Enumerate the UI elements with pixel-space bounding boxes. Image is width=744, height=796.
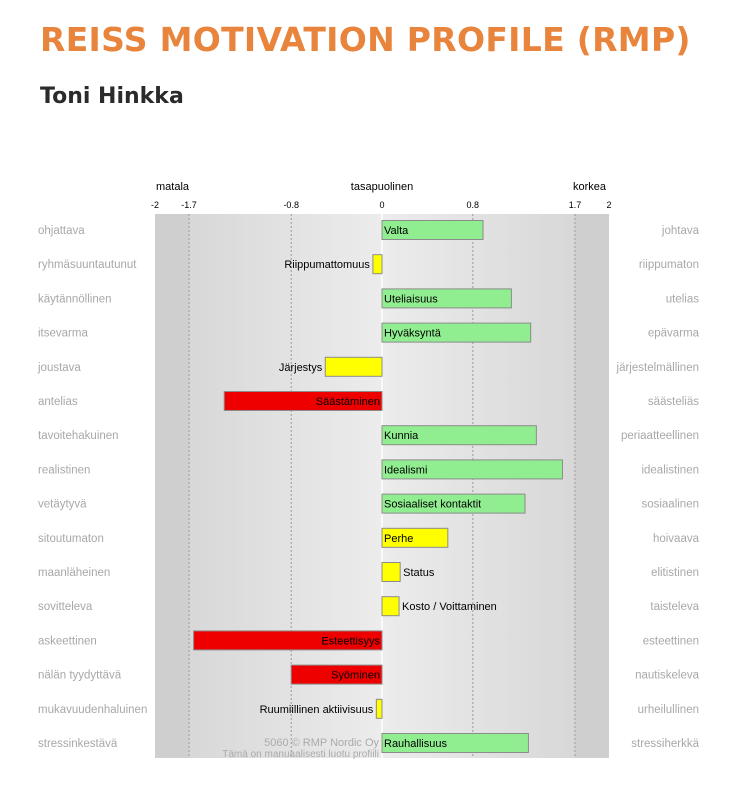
bar xyxy=(290,664,383,685)
low-band xyxy=(155,214,190,758)
top-label-left: matala xyxy=(156,181,190,193)
row-right-label: johtava xyxy=(661,225,700,237)
row-right-label: epävarma xyxy=(648,328,700,340)
bar-label: Kunnia xyxy=(384,430,419,442)
bar-label: Status xyxy=(403,567,435,579)
row-left-label: askeettinen xyxy=(38,635,97,647)
row-left-label: realistinen xyxy=(38,464,90,476)
row-right-label: riippumaton xyxy=(639,259,699,271)
bar-label: Perhe xyxy=(384,533,413,545)
bar xyxy=(223,391,383,411)
bar xyxy=(381,220,484,240)
bar xyxy=(381,425,537,446)
row-right-label: säästeliäs xyxy=(648,396,699,408)
bar xyxy=(381,562,401,582)
row-right-label: hoivaava xyxy=(653,533,700,545)
tick-label: 0.8 xyxy=(467,200,480,210)
bar-label: Sosiaaliset kontaktit xyxy=(384,499,481,511)
bar-label: Ruumiillinen aktiivisuus xyxy=(260,704,374,716)
top-label-right: korkea xyxy=(573,181,607,193)
row-right-label: nautiskeleva xyxy=(635,670,700,682)
tick-label: 0 xyxy=(379,200,384,210)
row-left-label: vetäytyvä xyxy=(38,499,87,511)
bar xyxy=(381,733,529,753)
tick-label: 2 xyxy=(606,200,611,210)
bar xyxy=(381,288,512,309)
watermark-text: 5060 © RMP Nordic Oy xyxy=(264,737,379,749)
bar xyxy=(381,459,563,480)
tick-label: -2 xyxy=(151,200,159,210)
tick-label: -1.7 xyxy=(181,200,197,210)
bar xyxy=(381,493,526,514)
tick-label: -0.8 xyxy=(283,200,299,210)
row-left-label: nälän tyydyttävä xyxy=(38,670,122,682)
row-right-label: urheilullinen xyxy=(638,704,699,716)
row-right-label: elitistinen xyxy=(651,567,699,579)
row-right-label: stressiherkkä xyxy=(631,738,699,750)
row-right-label: periaatteellinen xyxy=(621,430,699,442)
bar xyxy=(381,527,449,548)
row-left-label: maanläheinen xyxy=(38,567,110,579)
bar xyxy=(381,322,532,343)
bar xyxy=(324,356,383,377)
bar-label: Järjestys xyxy=(279,362,323,374)
bar xyxy=(193,630,383,651)
bar xyxy=(381,596,400,617)
row-left-label: joustava xyxy=(37,362,81,374)
bar xyxy=(372,254,383,275)
row-left-label: tavoitehakuinen xyxy=(38,430,119,442)
row-right-label: idealistinen xyxy=(641,464,699,476)
row-right-label: taisteleva xyxy=(650,601,699,613)
row-left-label: antelias xyxy=(38,396,78,408)
tick-label: 1.7 xyxy=(569,200,582,210)
row-left-label: ryhmäsuuntautunut xyxy=(38,259,137,271)
top-label-center: tasapuolinen xyxy=(351,181,413,193)
bar-label: Valta xyxy=(384,225,409,237)
bar xyxy=(375,698,383,719)
row-left-label: käytännöllinen xyxy=(38,293,112,305)
row-left-label: stressinkestävä xyxy=(38,738,118,750)
row-left-label: sovitteleva xyxy=(38,601,93,613)
row-left-label: mukavuudenhaluinen xyxy=(38,704,147,716)
bar-label: Syöminen xyxy=(331,670,380,682)
row-left-label: ohjattava xyxy=(38,225,85,237)
bar-label: Hyväksyntä xyxy=(384,328,442,340)
row-left-label: sitoutumaton xyxy=(38,533,104,545)
bar-label: Esteettisyys xyxy=(321,635,380,647)
bar-label: Säästäminen xyxy=(316,396,380,408)
row-right-label: järjestelmällinen xyxy=(616,362,699,374)
bar-label: Riippumattomuus xyxy=(284,259,370,271)
bar-label: Idealismi xyxy=(384,464,427,476)
high-band xyxy=(574,214,609,758)
bar-label: Rauhallisuus xyxy=(384,738,447,750)
manual-profile-note: Tämä on manuaalisesti luotu profiili xyxy=(222,749,379,760)
person-name: Toni Hinkka xyxy=(40,84,184,109)
row-right-label: sosiaalinen xyxy=(641,499,699,511)
row-right-label: esteettinen xyxy=(643,635,699,647)
bar-label: Uteliaisuus xyxy=(384,293,438,305)
page-title: REISS MOTIVATION PROFILE (RMP) xyxy=(40,20,691,59)
row-right-label: utelias xyxy=(666,293,699,305)
bar-label: Kosto / Voittaminen xyxy=(402,601,497,613)
row-left-label: itsevarma xyxy=(38,328,88,340)
